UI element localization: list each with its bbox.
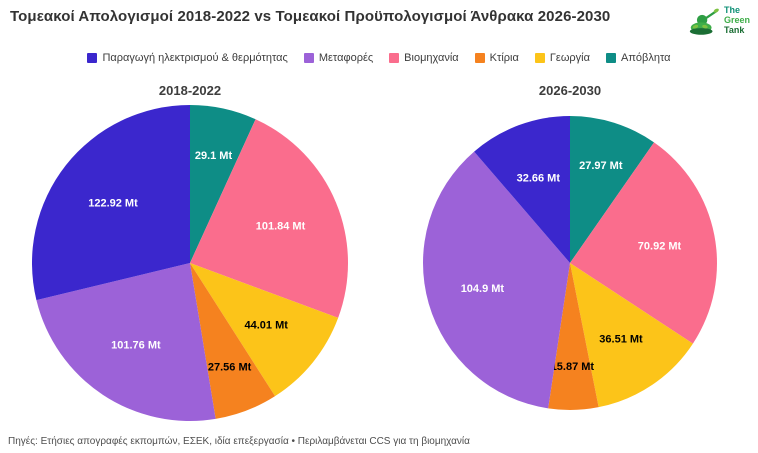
legend-swatch (389, 53, 400, 63)
legend-label: Μεταφορές (318, 52, 374, 64)
chart-2026-2030: 2026-2030 27.97 Mt 70.92 Mt 36.51 Mt 15.87 … (415, 83, 725, 430)
legend-swatch (474, 53, 485, 63)
legend-item-3[interactable]: Κτίρια (474, 52, 519, 64)
legend: Παραγωγή ηλεκτρισμού & θερμότητας Μεταφορ… (0, 52, 758, 64)
pie-value-label: 101.76 Mt (111, 340, 161, 352)
pie-value-label: 36.51 Mt (599, 334, 643, 346)
legend-item-1[interactable]: Μεταφορές (303, 52, 374, 64)
green-tank-logo-text: The Green Tank (723, 5, 750, 36)
legend-swatch (534, 53, 545, 63)
pie-slice-0[interactable] (190, 105, 256, 263)
pie-slice-1[interactable] (570, 142, 717, 344)
pie-slice-2[interactable] (570, 263, 693, 408)
chart-title-2018-2022: 2018-2022 (158, 83, 222, 98)
legend-label: Απόβλητα (620, 52, 671, 64)
pie-slice-3[interactable] (548, 263, 599, 410)
pie-slice-4[interactable] (36, 263, 216, 421)
green-tank-logo-icon (689, 8, 719, 35)
pie-chart-2018-2022: 29.1 Mt 101.84 Mt 44.01 Mt 27.56 Mt 101.76 M… (31, 104, 348, 421)
chart-2018-2022: 2018-2022 29.1 Mt 101.84 Mt 44.01 Mt 27.56 … (20, 83, 360, 430)
legend-label: Βιομηχανία (404, 52, 459, 64)
pie-slice-0[interactable] (570, 116, 655, 263)
pie-value-label: 27.97 Mt (579, 160, 623, 172)
pie-value-label: 32.66 Mt (517, 173, 561, 185)
chart-title-2026-2030: 2026-2030 (538, 83, 602, 98)
pie-value-label: 101.84 Mt (256, 220, 306, 232)
legend-item-2[interactable]: Βιομηχανία (389, 52, 459, 64)
pie-slice-2[interactable] (190, 263, 339, 397)
pie-slice-4[interactable] (423, 151, 570, 409)
source-note: Πηγές: Ετήσιες απογραφές εκπομπών, ΕΣΕΚ,… (8, 436, 470, 447)
legend-label: Γεωργία (549, 52, 590, 64)
pie-value-label: 44.01 Mt (244, 320, 288, 332)
page-title: Τομεακοί Απολογισμοί 2018-2022 vs Τομεακ… (10, 8, 611, 25)
legend-item-5[interactable]: Απόβλητα (605, 52, 671, 64)
pie-slice-3[interactable] (190, 263, 276, 419)
legend-item-4[interactable]: Γεωργία (534, 52, 590, 64)
pie-value-label: 27.56 Mt (208, 361, 252, 373)
pie-value-label: 29.1 Mt (195, 150, 233, 162)
pie-slice-1[interactable] (190, 119, 348, 318)
pie-slice-5[interactable] (474, 116, 570, 263)
logo-text-the: The (723, 5, 740, 16)
pie-value-label: 122.92 Mt (88, 197, 138, 209)
pie-value-label: 104.9 Mt (461, 283, 505, 295)
legend-swatch (87, 53, 98, 63)
pie-value-label: 70.92 Mt (638, 241, 682, 253)
green-tank-logo: The Green Tank (687, 4, 750, 38)
legend-swatch (605, 53, 616, 63)
legend-swatch (303, 53, 314, 63)
logo-text-green: Green (723, 15, 750, 26)
legend-label: Κτίρια (489, 52, 519, 64)
pie-slice-5[interactable] (31, 104, 191, 301)
legend-label: Παραγωγή ηλεκτρισμού & θερμότητας (102, 52, 288, 64)
pie-value-label: 15.87 Mt (551, 361, 595, 373)
logo-text-tank: Tank (723, 24, 745, 35)
legend-item-0[interactable]: Παραγωγή ηλεκτρισμού & θερμότητας (87, 52, 288, 64)
pie-chart-2026-2030: 27.97 Mt 70.92 Mt 36.51 Mt 15.87 Mt 104.9 Mt… (423, 116, 717, 410)
